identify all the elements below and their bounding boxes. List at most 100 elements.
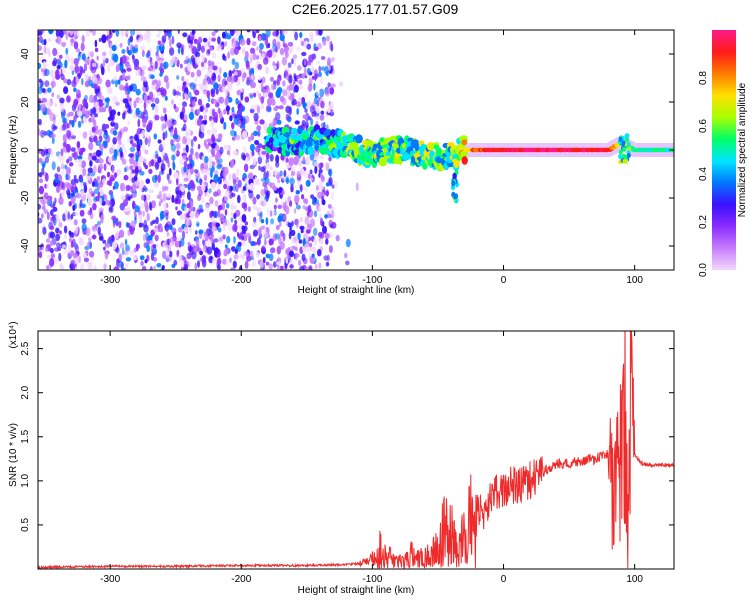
noise-speckle (162, 193, 167, 202)
noise-speckle (103, 101, 107, 106)
noise-speckle (38, 128, 41, 136)
noise-speckle (42, 60, 47, 70)
noise-speckle (252, 52, 257, 61)
noise-speckle (258, 216, 262, 222)
noise-speckle (153, 227, 159, 233)
noise-speckle (86, 193, 92, 200)
noise-speckle (140, 261, 144, 266)
noise-speckle (296, 223, 299, 228)
noise-speckle (276, 261, 282, 266)
noise-speckle (50, 209, 54, 216)
noise-speckle (55, 30, 60, 38)
noise-speckle (61, 181, 64, 189)
noise-speckle (181, 76, 185, 82)
noise-speckle (163, 201, 167, 211)
noise-speckle (321, 199, 326, 206)
noise-speckle (94, 47, 99, 53)
noise-speckle (263, 199, 267, 207)
noise-speckle (303, 58, 307, 66)
noise-speckle (154, 114, 160, 121)
noise-speckle (197, 98, 203, 106)
noise-speckle (115, 101, 120, 106)
noise-speckle (89, 131, 96, 138)
noise-speckle (225, 105, 230, 112)
noise-speckle (213, 82, 219, 90)
noise-speckle (51, 136, 55, 145)
noise-speckle (104, 124, 110, 129)
signal-blob (461, 139, 468, 146)
noise-speckle (179, 189, 183, 199)
noise-speckle (171, 194, 175, 203)
noise-speckle (207, 69, 213, 77)
noise-speckle (189, 212, 195, 217)
noise-speckle (101, 66, 105, 76)
noise-speckle (233, 150, 238, 156)
noise-speckle (254, 140, 260, 145)
noise-speckle (254, 176, 258, 186)
noise-speckle (141, 143, 146, 152)
noise-speckle (41, 167, 45, 175)
noise-speckle (330, 43, 334, 52)
noise-speckle (45, 148, 49, 155)
noise-speckle (201, 53, 205, 63)
noise-speckle (222, 53, 226, 61)
noise-speckle (197, 118, 203, 127)
noise-speckle (124, 207, 130, 212)
noise-speckle (213, 238, 219, 243)
noise-speckle (165, 239, 168, 247)
noise-speckle (211, 52, 217, 59)
noise-speckle (314, 264, 318, 269)
noise-speckle (116, 258, 119, 268)
y-tick-label: 40 (20, 48, 31, 60)
noise-speckle (73, 87, 77, 93)
noise-speckle (79, 69, 83, 76)
noise-speckle (93, 165, 97, 174)
noise-speckle (329, 87, 335, 95)
noise-speckle (61, 169, 65, 175)
noise-speckle (312, 75, 315, 80)
noise-speckle (273, 106, 279, 112)
noise-speckle (180, 63, 183, 69)
noise-speckle (308, 116, 312, 121)
noise-speckle (260, 219, 265, 224)
noise-speckle (171, 218, 176, 226)
noise-speckle (138, 156, 142, 166)
noise-speckle (161, 265, 165, 270)
noise-speckle (176, 210, 183, 216)
noise-speckle (89, 30, 93, 33)
noise-speckle (74, 257, 79, 265)
noise-speckle (59, 103, 65, 112)
noise-speckle (167, 245, 171, 253)
noise-speckle (69, 64, 75, 72)
noise-speckle (276, 60, 280, 70)
noise-speckle (306, 67, 311, 75)
noise-speckle (241, 73, 245, 82)
noise-speckle (299, 225, 305, 230)
noise-speckle (272, 52, 277, 58)
noise-speckle (213, 111, 218, 120)
noise-speckle (142, 234, 146, 242)
noise-speckle (301, 194, 305, 200)
noise-speckle (241, 121, 246, 126)
noise-speckle (211, 226, 217, 233)
noise-speckle (237, 179, 242, 188)
signal-blob (307, 146, 315, 156)
noise-speckle (148, 91, 154, 100)
noise-speckle (209, 46, 213, 51)
noise-speckle (127, 222, 131, 228)
noise-speckle (158, 30, 162, 34)
noise-speckle (319, 232, 325, 240)
noise-speckle (64, 164, 68, 170)
noise-speckle (206, 129, 212, 135)
noise-speckle (144, 149, 149, 155)
noise-speckle (145, 178, 151, 184)
noise-speckle (103, 263, 107, 270)
noise-speckle (231, 173, 237, 181)
noise-speckle (106, 30, 110, 36)
noise-speckle (66, 189, 71, 196)
noise-speckle (73, 174, 77, 182)
noise-speckle (131, 83, 137, 92)
noise-speckle (123, 174, 129, 181)
noise-speckle (188, 91, 192, 99)
noise-speckle (203, 231, 208, 237)
